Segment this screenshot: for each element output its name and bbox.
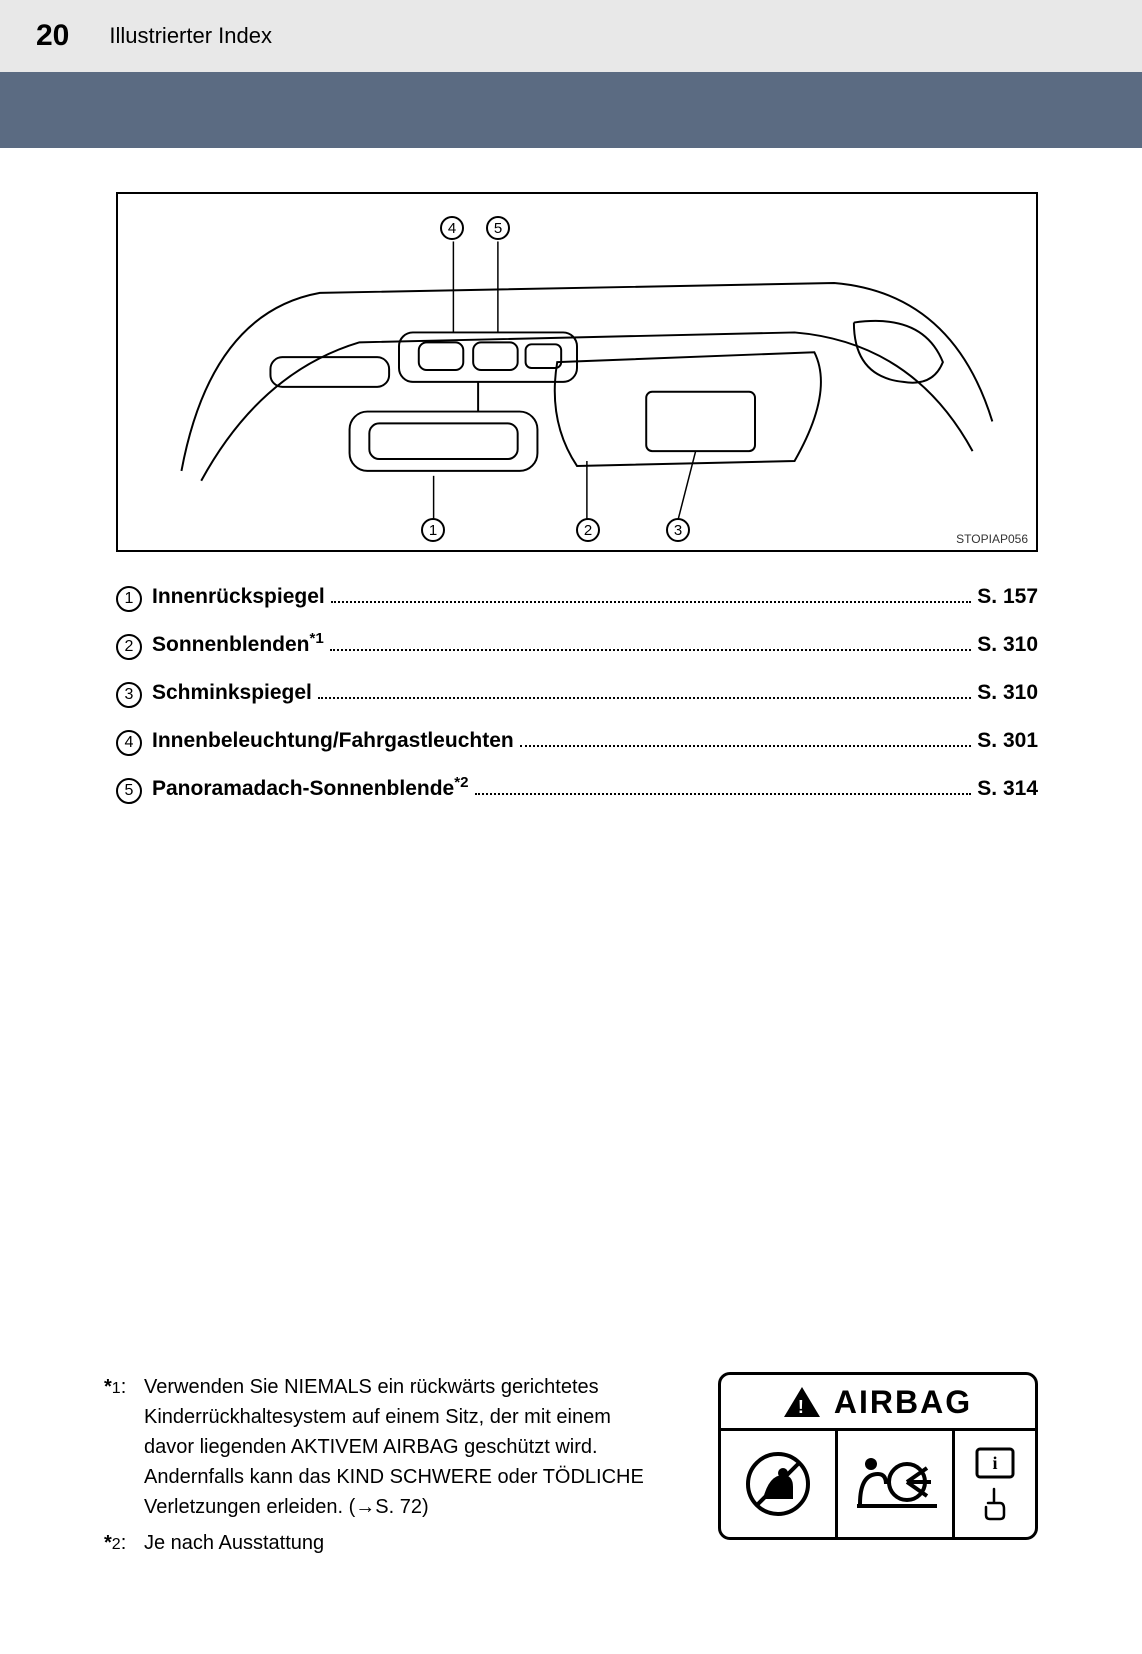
index-label: Innenbeleuchtung/Fahrgastleuchten <box>152 720 514 762</box>
index-pageref: S. 157 <box>977 576 1038 618</box>
page-content: 4 5 1 2 3 STOPIAP056 1 Innenrückspiegel … <box>0 148 1142 810</box>
diagram-callout-2: 2 <box>576 518 600 542</box>
index-row-5: 5 Panoramadach-Sonnenblende*2 S. 314 <box>116 768 1038 810</box>
index-num: 1 <box>116 586 142 612</box>
page-header: 20 Illustrierter Index <box>0 0 1142 72</box>
index-label: Schminkspiegel <box>152 672 312 714</box>
index-row-2: 2 Sonnenblenden*1 S. 310 <box>116 624 1038 666</box>
index-pageref: S. 310 <box>977 624 1038 666</box>
index-num: 4 <box>116 730 142 756</box>
index-row-3: 3 Schminkspiegel S. 310 <box>116 672 1038 714</box>
airbag-warning-box: AIRBAG <box>718 1372 1038 1540</box>
index-num: 3 <box>116 682 142 708</box>
index-label: Sonnenblenden*1 <box>152 624 324 666</box>
footnotes: AIRBAG <box>104 1372 1038 1564</box>
diagram-callout-1: 1 <box>421 518 445 542</box>
manual-icon: i <box>975 1447 1015 1479</box>
diagram-callout-4: 4 <box>440 216 464 240</box>
section-band <box>0 72 1142 148</box>
index-list: 1 Innenrückspiegel S. 157 2 Sonnenblende… <box>116 576 1038 810</box>
airbag-pictogram-manual: i <box>955 1431 1035 1537</box>
index-row-4: 4 Innenbeleuchtung/Fahrgastleuchten S. 3… <box>116 720 1038 762</box>
svg-text:i: i <box>993 1453 998 1473</box>
warning-triangle-icon <box>784 1387 820 1417</box>
airbag-header: AIRBAG <box>721 1375 1035 1431</box>
interior-diagram: 4 5 1 2 3 STOPIAP056 <box>116 192 1038 552</box>
leader-dots <box>318 686 971 699</box>
leader-dots <box>330 638 971 651</box>
leader-dots <box>331 590 972 603</box>
footnote-text: Verwenden Sie NIEMALS ein rückwärts geri… <box>144 1372 664 1522</box>
diagram-code: STOPIAP056 <box>956 532 1028 546</box>
footnote-mark: *1: <box>104 1372 144 1402</box>
leader-dots <box>520 734 972 747</box>
diagram-callout-5: 5 <box>486 216 510 240</box>
index-num: 5 <box>116 778 142 804</box>
interior-line-art <box>118 194 1036 550</box>
diagram-callout-3: 3 <box>666 518 690 542</box>
index-pageref: S. 314 <box>977 768 1038 810</box>
index-pageref: S. 310 <box>977 672 1038 714</box>
page-number: 20 <box>36 19 69 53</box>
airbag-pictogram-deploy <box>838 1431 955 1537</box>
header-title: Illustrierter Index <box>109 23 272 49</box>
index-row-1: 1 Innenrückspiegel S. 157 <box>116 576 1038 618</box>
index-num: 2 <box>116 634 142 660</box>
hand-point-icon <box>980 1487 1010 1521</box>
index-label: Innenrückspiegel <box>152 576 325 618</box>
index-pageref: S. 301 <box>977 720 1038 762</box>
index-label: Panoramadach-Sonnenblende*2 <box>152 768 469 810</box>
airbag-pictogram-childseat <box>721 1431 838 1537</box>
footnote-mark: *2: <box>104 1528 144 1558</box>
leader-dots <box>475 782 972 795</box>
airbag-label: AIRBAG <box>834 1378 972 1426</box>
